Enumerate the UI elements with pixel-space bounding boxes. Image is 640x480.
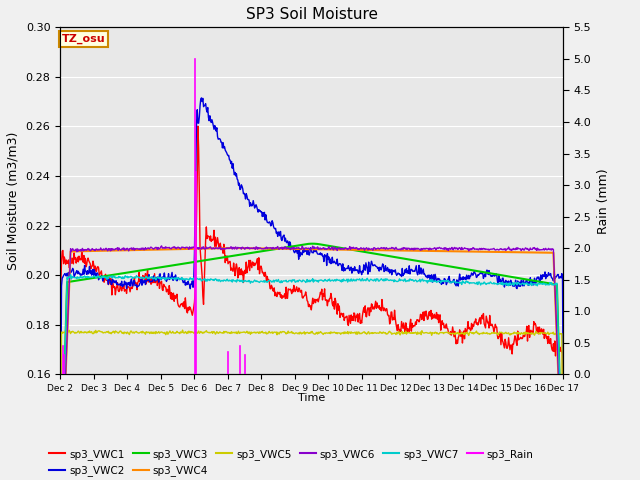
Legend: sp3_VWC1, sp3_VWC2, sp3_VWC3, sp3_VWC4, sp3_VWC5, sp3_VWC6, sp3_VWC7, sp3_Rain: sp3_VWC1, sp3_VWC2, sp3_VWC3, sp3_VWC4, … bbox=[45, 445, 538, 480]
Title: SP3 Soil Moisture: SP3 Soil Moisture bbox=[246, 7, 378, 22]
Y-axis label: Rain (mm): Rain (mm) bbox=[597, 168, 610, 234]
Text: TZ_osu: TZ_osu bbox=[62, 34, 106, 45]
X-axis label: Time: Time bbox=[298, 393, 325, 403]
Y-axis label: Soil Moisture (m3/m3): Soil Moisture (m3/m3) bbox=[7, 132, 20, 270]
